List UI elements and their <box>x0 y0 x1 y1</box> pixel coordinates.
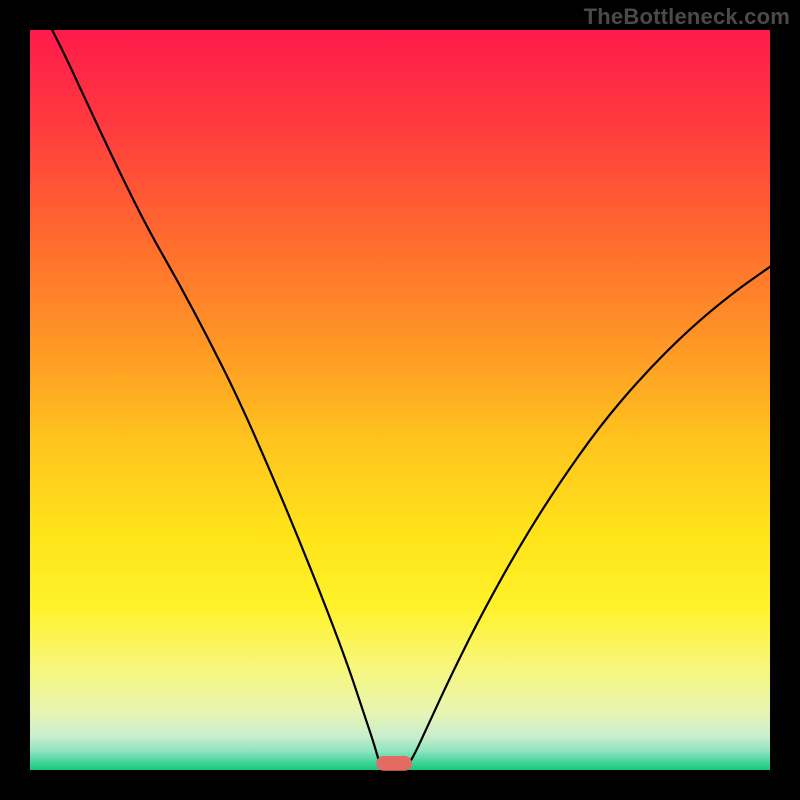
plot-background <box>30 30 770 770</box>
bottleneck-chart <box>0 0 800 800</box>
watermark-text: TheBottleneck.com <box>584 4 790 30</box>
optimal-marker <box>376 756 412 771</box>
chart-container: { "watermark": { "text": "TheBottleneck.… <box>0 0 800 800</box>
